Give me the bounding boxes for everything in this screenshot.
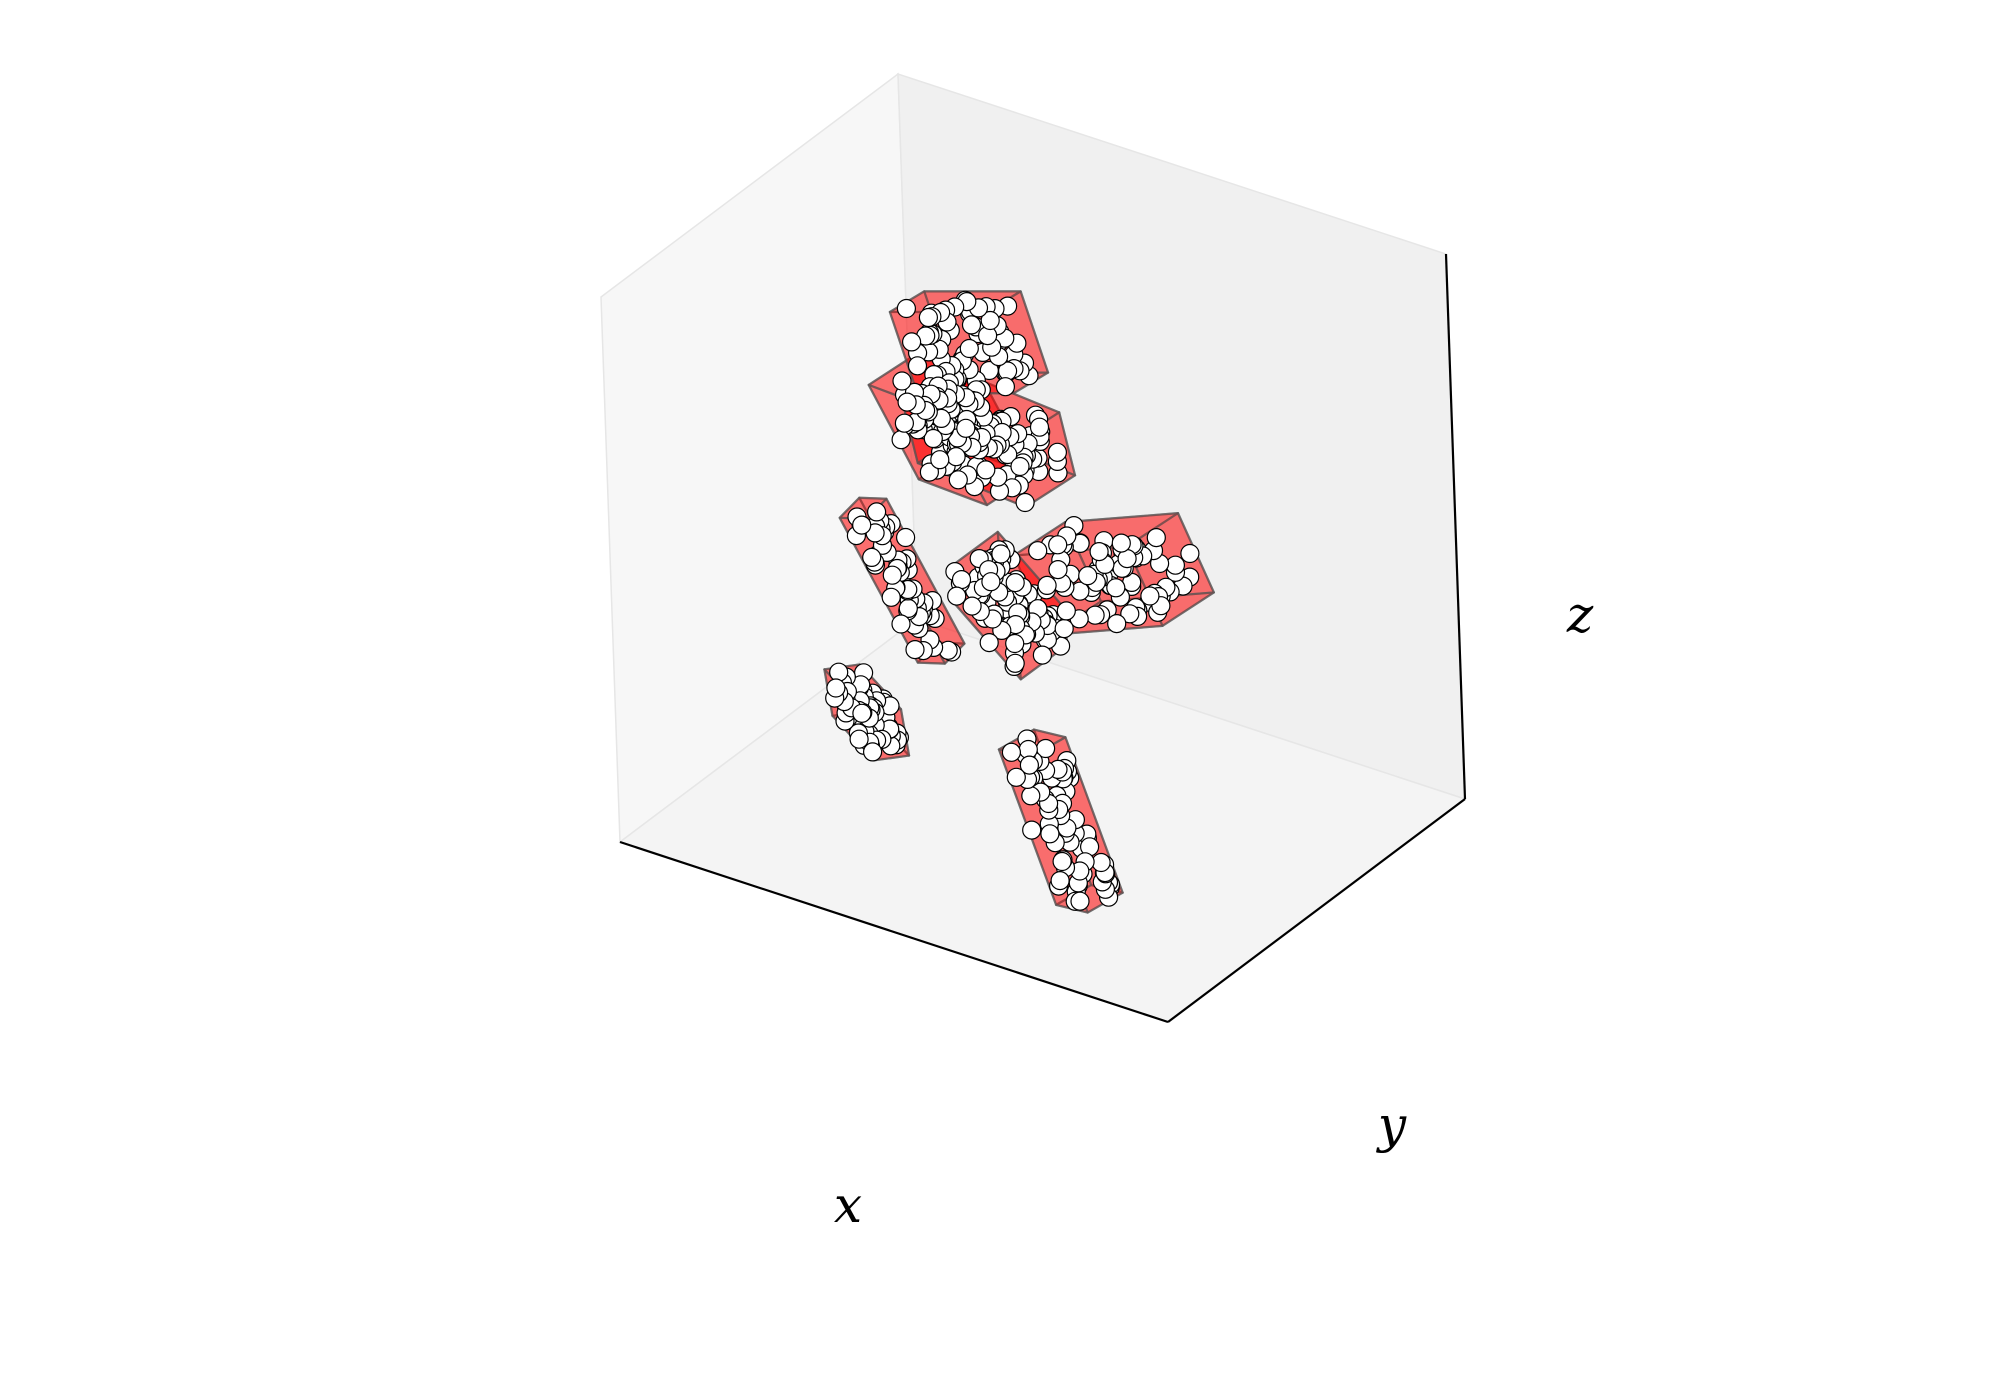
scatter-point: [980, 310, 1000, 331]
scatter-point: [1047, 442, 1068, 462]
scatter-point: [1001, 742, 1022, 762]
scatter-point: [1054, 618, 1074, 639]
scatter-point: [866, 502, 887, 522]
scatter-point: [881, 587, 901, 607]
scatter-point: [1120, 604, 1140, 624]
scatter-point: [1015, 492, 1035, 513]
x-axis-line: [619, 840, 1169, 1024]
scatter-point: [1052, 851, 1072, 872]
scatter-point: [1078, 566, 1098, 586]
scatter-point: [1010, 456, 1030, 477]
scatter-point: [862, 547, 882, 568]
scatter-point: [901, 332, 922, 352]
scatter-point: [1022, 820, 1042, 840]
scatter-point: [1070, 891, 1090, 911]
scatter-point: [976, 460, 996, 480]
scatter-point: [882, 565, 902, 585]
scatter-point: [894, 413, 915, 433]
scatter-point: [1032, 645, 1053, 665]
z-axis-line: [1444, 253, 1467, 800]
scatter-point: [1107, 613, 1127, 634]
scatter-point: [979, 632, 999, 653]
scatter-point: [829, 662, 849, 682]
scatter-point: [1048, 559, 1068, 580]
scatter-point: [852, 703, 872, 723]
scatter-point: [961, 315, 982, 335]
scatter-point: [918, 307, 939, 328]
scatter-point: [1140, 586, 1160, 606]
scatter-point: [1146, 527, 1166, 548]
scatter-point: [1028, 541, 1048, 561]
scatter-point: [1021, 786, 1041, 806]
scatter-point: [1005, 572, 1025, 593]
z-axis-label: z: [1566, 586, 1594, 644]
scatter-point: [959, 338, 979, 359]
scatter-point: [892, 371, 912, 391]
scatter-point: [1019, 755, 1040, 775]
scatter-point: [1006, 767, 1026, 787]
scatter-point: [849, 729, 869, 749]
scatter-point: [862, 742, 883, 762]
scatter-point: [1005, 633, 1025, 654]
scatter-point: [1089, 541, 1109, 562]
scatter-point: [956, 418, 976, 438]
y-axis-line: [1167, 798, 1466, 1023]
scatter-point: [1111, 533, 1131, 553]
scatter-point: [852, 515, 872, 535]
scatter-point: [1106, 578, 1126, 598]
scatter-point: [919, 462, 940, 482]
scatter-point: [981, 572, 1001, 592]
scatter-point: [895, 527, 916, 548]
scatter-point: [1029, 417, 1050, 437]
scatter-point: [1040, 824, 1060, 844]
scatter-point: [896, 298, 917, 319]
y-axis-label: y: [1376, 1096, 1407, 1154]
scatter-point: [907, 356, 928, 376]
scatter-point: [891, 614, 911, 634]
scatter-point: [1056, 601, 1076, 621]
scatter-point: [826, 678, 846, 698]
scatter-point: [891, 430, 911, 450]
scatter-point: [947, 586, 967, 606]
scatter-point: [1050, 870, 1070, 891]
scatter-point: [1005, 653, 1025, 673]
scatter-point: [979, 360, 999, 381]
scatter-point: [1165, 555, 1186, 575]
scatter-point: [930, 450, 950, 470]
scatter-point: [1085, 605, 1105, 625]
scatter-point: [897, 392, 917, 412]
scatter-point: [1037, 575, 1057, 596]
scatter-point: [948, 470, 968, 490]
scatter-point: [1180, 543, 1200, 564]
scatter-point: [946, 447, 966, 467]
scatter-points: [825, 290, 1200, 911]
scatter-point: [1048, 535, 1068, 555]
axis-lines: [619, 253, 1467, 1024]
scatter-point: [991, 544, 1011, 564]
scatter-point: [923, 428, 943, 449]
scatter-point: [995, 377, 1016, 397]
scatter-point: [962, 596, 982, 616]
x-axis-label: x: [834, 1176, 862, 1234]
scatter-point: [1091, 852, 1111, 873]
scatter-point: [951, 569, 972, 590]
scatter-point: [905, 639, 925, 660]
